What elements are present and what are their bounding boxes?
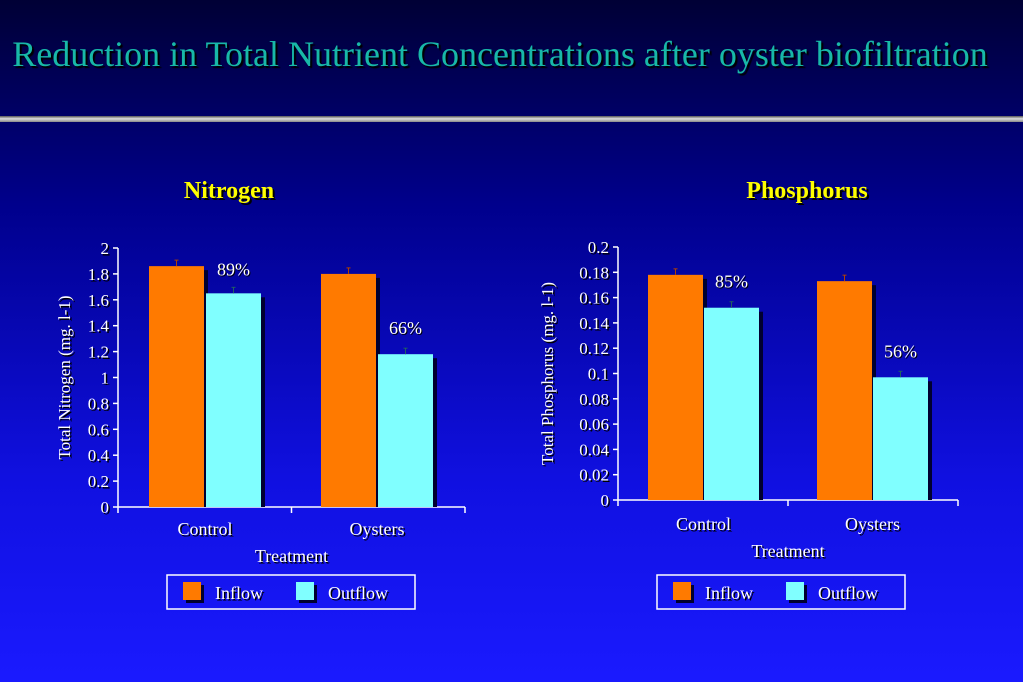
y-tick-label: 0 [101, 498, 110, 517]
y-tick-label: 0 [601, 491, 610, 510]
legend-box [166, 574, 416, 610]
x-axis-label: Treatment [255, 546, 328, 566]
y-tick-label: 0.08 [579, 390, 609, 409]
y-tick-label: 1.2 [88, 343, 109, 362]
legend-swatch-outflow [786, 582, 804, 600]
y-tick-label-shadow: 0.08 [581, 391, 611, 410]
chart-title: Nitrogen [184, 178, 274, 204]
chart-title-shadow: Phosphorus [748, 180, 869, 206]
x-axis-label: Treatment [751, 541, 824, 561]
percent-label: 66% [389, 318, 422, 338]
legend-label-inflow: Inflow [215, 583, 263, 603]
y-axis-label-shadow: Total Nitrogen (mg. l-1) [57, 297, 76, 461]
y-tick-label: 0.2 [588, 238, 609, 257]
y-tick-label: 1.8 [88, 265, 109, 284]
y-tick-label: 1 [101, 369, 110, 388]
bar-inflow-oysters [321, 273, 376, 507]
y-tick-label-shadow: 0.8 [89, 396, 110, 415]
percent-label: 56% [884, 341, 917, 361]
category-label: Control [676, 514, 731, 534]
category-label-shadow: Control [179, 521, 234, 541]
y-tick-label: 2 [101, 239, 110, 258]
y-tick-label: 0.18 [579, 263, 609, 282]
percent-label-shadow: 85% [716, 273, 749, 293]
y-tick-label-shadow: 0.16 [581, 290, 611, 309]
y-tick-label: 0.02 [579, 466, 609, 485]
slide-title: Reduction in Total Nutrient Concentratio… [12, 34, 988, 74]
y-tick-label: 0.6 [88, 420, 109, 439]
y-tick-label-shadow: 0 [602, 493, 611, 512]
y-axis-label-shadow: Total Phosphorus (mg. l-1) [540, 284, 559, 467]
category-label: Oysters [845, 514, 900, 534]
legend-label-outflow: Outflow [328, 583, 388, 603]
y-tick-label-shadow: 0.04 [581, 442, 611, 461]
percent-label: 85% [715, 272, 748, 292]
bar-inflow-oysters [817, 281, 872, 500]
x-axis-label-shadow: Treatment [753, 543, 826, 563]
y-tick-label: 0.06 [579, 415, 609, 434]
category-label-shadow: Oysters [351, 521, 406, 541]
y-axis-label: Total Nitrogen (mg. l-1) [55, 295, 74, 459]
title-divider [0, 116, 1023, 122]
y-tick-label-shadow: 0.6 [89, 422, 110, 441]
legend-label-shadow: Outflow [330, 585, 390, 605]
y-tick-label-shadow: 0.18 [581, 265, 611, 284]
category-label-shadow: Oysters [847, 516, 902, 536]
y-tick-label: 0.04 [579, 440, 609, 459]
legend-swatch-outflow [296, 582, 314, 600]
bar-inflow-control [648, 274, 703, 500]
legend-label-inflow: Inflow [705, 583, 753, 603]
legend-swatch-inflow [673, 582, 691, 600]
y-tick-label: 0.14 [579, 314, 609, 333]
category-label: Control [177, 519, 232, 539]
percent-label: 89% [217, 259, 250, 279]
legend-label-shadow: Inflow [217, 585, 265, 605]
y-tick-label-shadow: 0 [102, 500, 111, 519]
y-tick-label: 0.2 [88, 472, 109, 491]
bar-outflow-control [704, 307, 759, 500]
y-tick-label: 1.4 [88, 317, 110, 336]
percent-label-shadow: 56% [885, 342, 918, 362]
y-tick-label: 0.1 [588, 365, 609, 384]
y-tick-label-shadow: 0.2 [589, 240, 610, 259]
y-tick-label-shadow: 0.4 [89, 448, 111, 467]
y-tick-label-shadow: 0.06 [581, 417, 611, 436]
y-tick-label-shadow: 0.12 [581, 341, 611, 360]
x-axis-label-shadow: Treatment [256, 548, 329, 568]
y-tick-label: 0.12 [579, 339, 609, 358]
y-tick-label-shadow: 1.6 [89, 292, 110, 311]
y-tick-label: 1.6 [88, 291, 109, 310]
y-tick-label: 0.4 [88, 446, 110, 465]
y-axis-label: Total Phosphorus (mg. l-1) [538, 282, 557, 465]
y-tick-label: 0.8 [88, 394, 109, 413]
bar-outflow-oysters [873, 377, 928, 500]
legend-label-shadow: Inflow [707, 585, 755, 605]
bar-inflow-control [149, 266, 204, 507]
legend-label-shadow: Outflow [820, 585, 880, 605]
phosphorus-chart: PhosphorusPhosphorus000.020.020.040.040.… [538, 178, 959, 610]
y-tick-label-shadow: 0.1 [589, 366, 610, 385]
y-tick-label-shadow: 2 [102, 241, 111, 260]
percent-label-shadow: 66% [390, 319, 423, 339]
y-tick-label-shadow: 1 [102, 370, 111, 389]
category-label-shadow: Control [677, 516, 732, 536]
y-tick-label-shadow: 1.4 [89, 318, 111, 337]
bar-outflow-control [206, 293, 261, 507]
chart-title: Phosphorus [746, 178, 867, 204]
bar-outflow-oysters [378, 354, 433, 507]
percent-label-shadow: 89% [218, 260, 251, 280]
y-tick-label-shadow: 1.2 [89, 344, 110, 363]
chart-title-shadow: Nitrogen [186, 180, 276, 206]
legend-swatch-inflow [183, 582, 201, 600]
y-tick-label-shadow: 0.2 [89, 474, 110, 493]
nitrogen-chart: NitrogenNitrogen000.20.20.40.40.60.60.80… [55, 178, 466, 610]
y-tick-label-shadow: 0.14 [581, 315, 611, 334]
y-tick-label: 0.16 [579, 289, 609, 308]
category-label: Oysters [350, 519, 405, 539]
y-tick-label-shadow: 1.8 [89, 266, 110, 285]
legend-label-outflow: Outflow [818, 583, 878, 603]
y-tick-label-shadow: 0.02 [581, 467, 611, 486]
legend-box [656, 574, 906, 610]
